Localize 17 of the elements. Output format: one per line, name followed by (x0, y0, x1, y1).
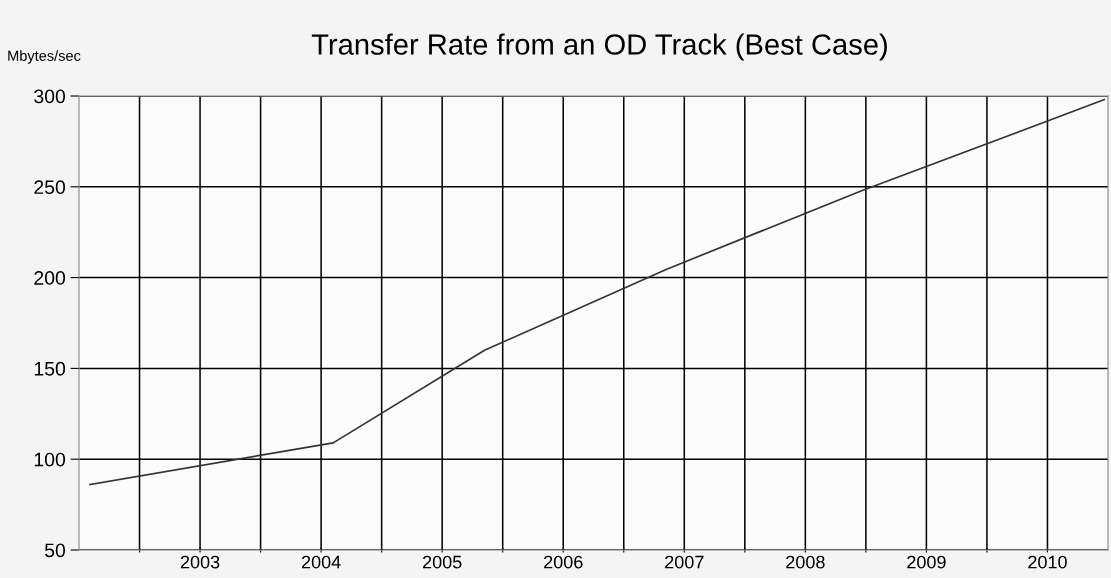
y-tick-label: 250 (34, 180, 66, 195)
y-tick-label: 150 (34, 361, 66, 376)
line-series (89, 98, 1106, 486)
y-tick-label: 200 (34, 271, 66, 285)
x-tick-label: 2003 (180, 555, 220, 569)
x-tick-label: 2007 (665, 555, 704, 569)
y-tick-label: 300 (34, 89, 66, 104)
chart-title: Transfer Rate from an OD Track (Best Case) (311, 33, 887, 61)
x-tick-label: 2009 (907, 555, 946, 569)
x-tick-label: 2008 (786, 555, 825, 569)
y-axis-title: Mbytes/sec (8, 50, 81, 64)
x-tick-label: 2005 (423, 555, 462, 569)
x-tick-label: 2010 (1028, 555, 1067, 569)
y-tick-label: 100 (34, 452, 66, 467)
x-tick-label: 2006 (544, 555, 583, 569)
y-tick-label: 50 (44, 543, 66, 558)
x-tick-label: 2004 (301, 555, 341, 569)
